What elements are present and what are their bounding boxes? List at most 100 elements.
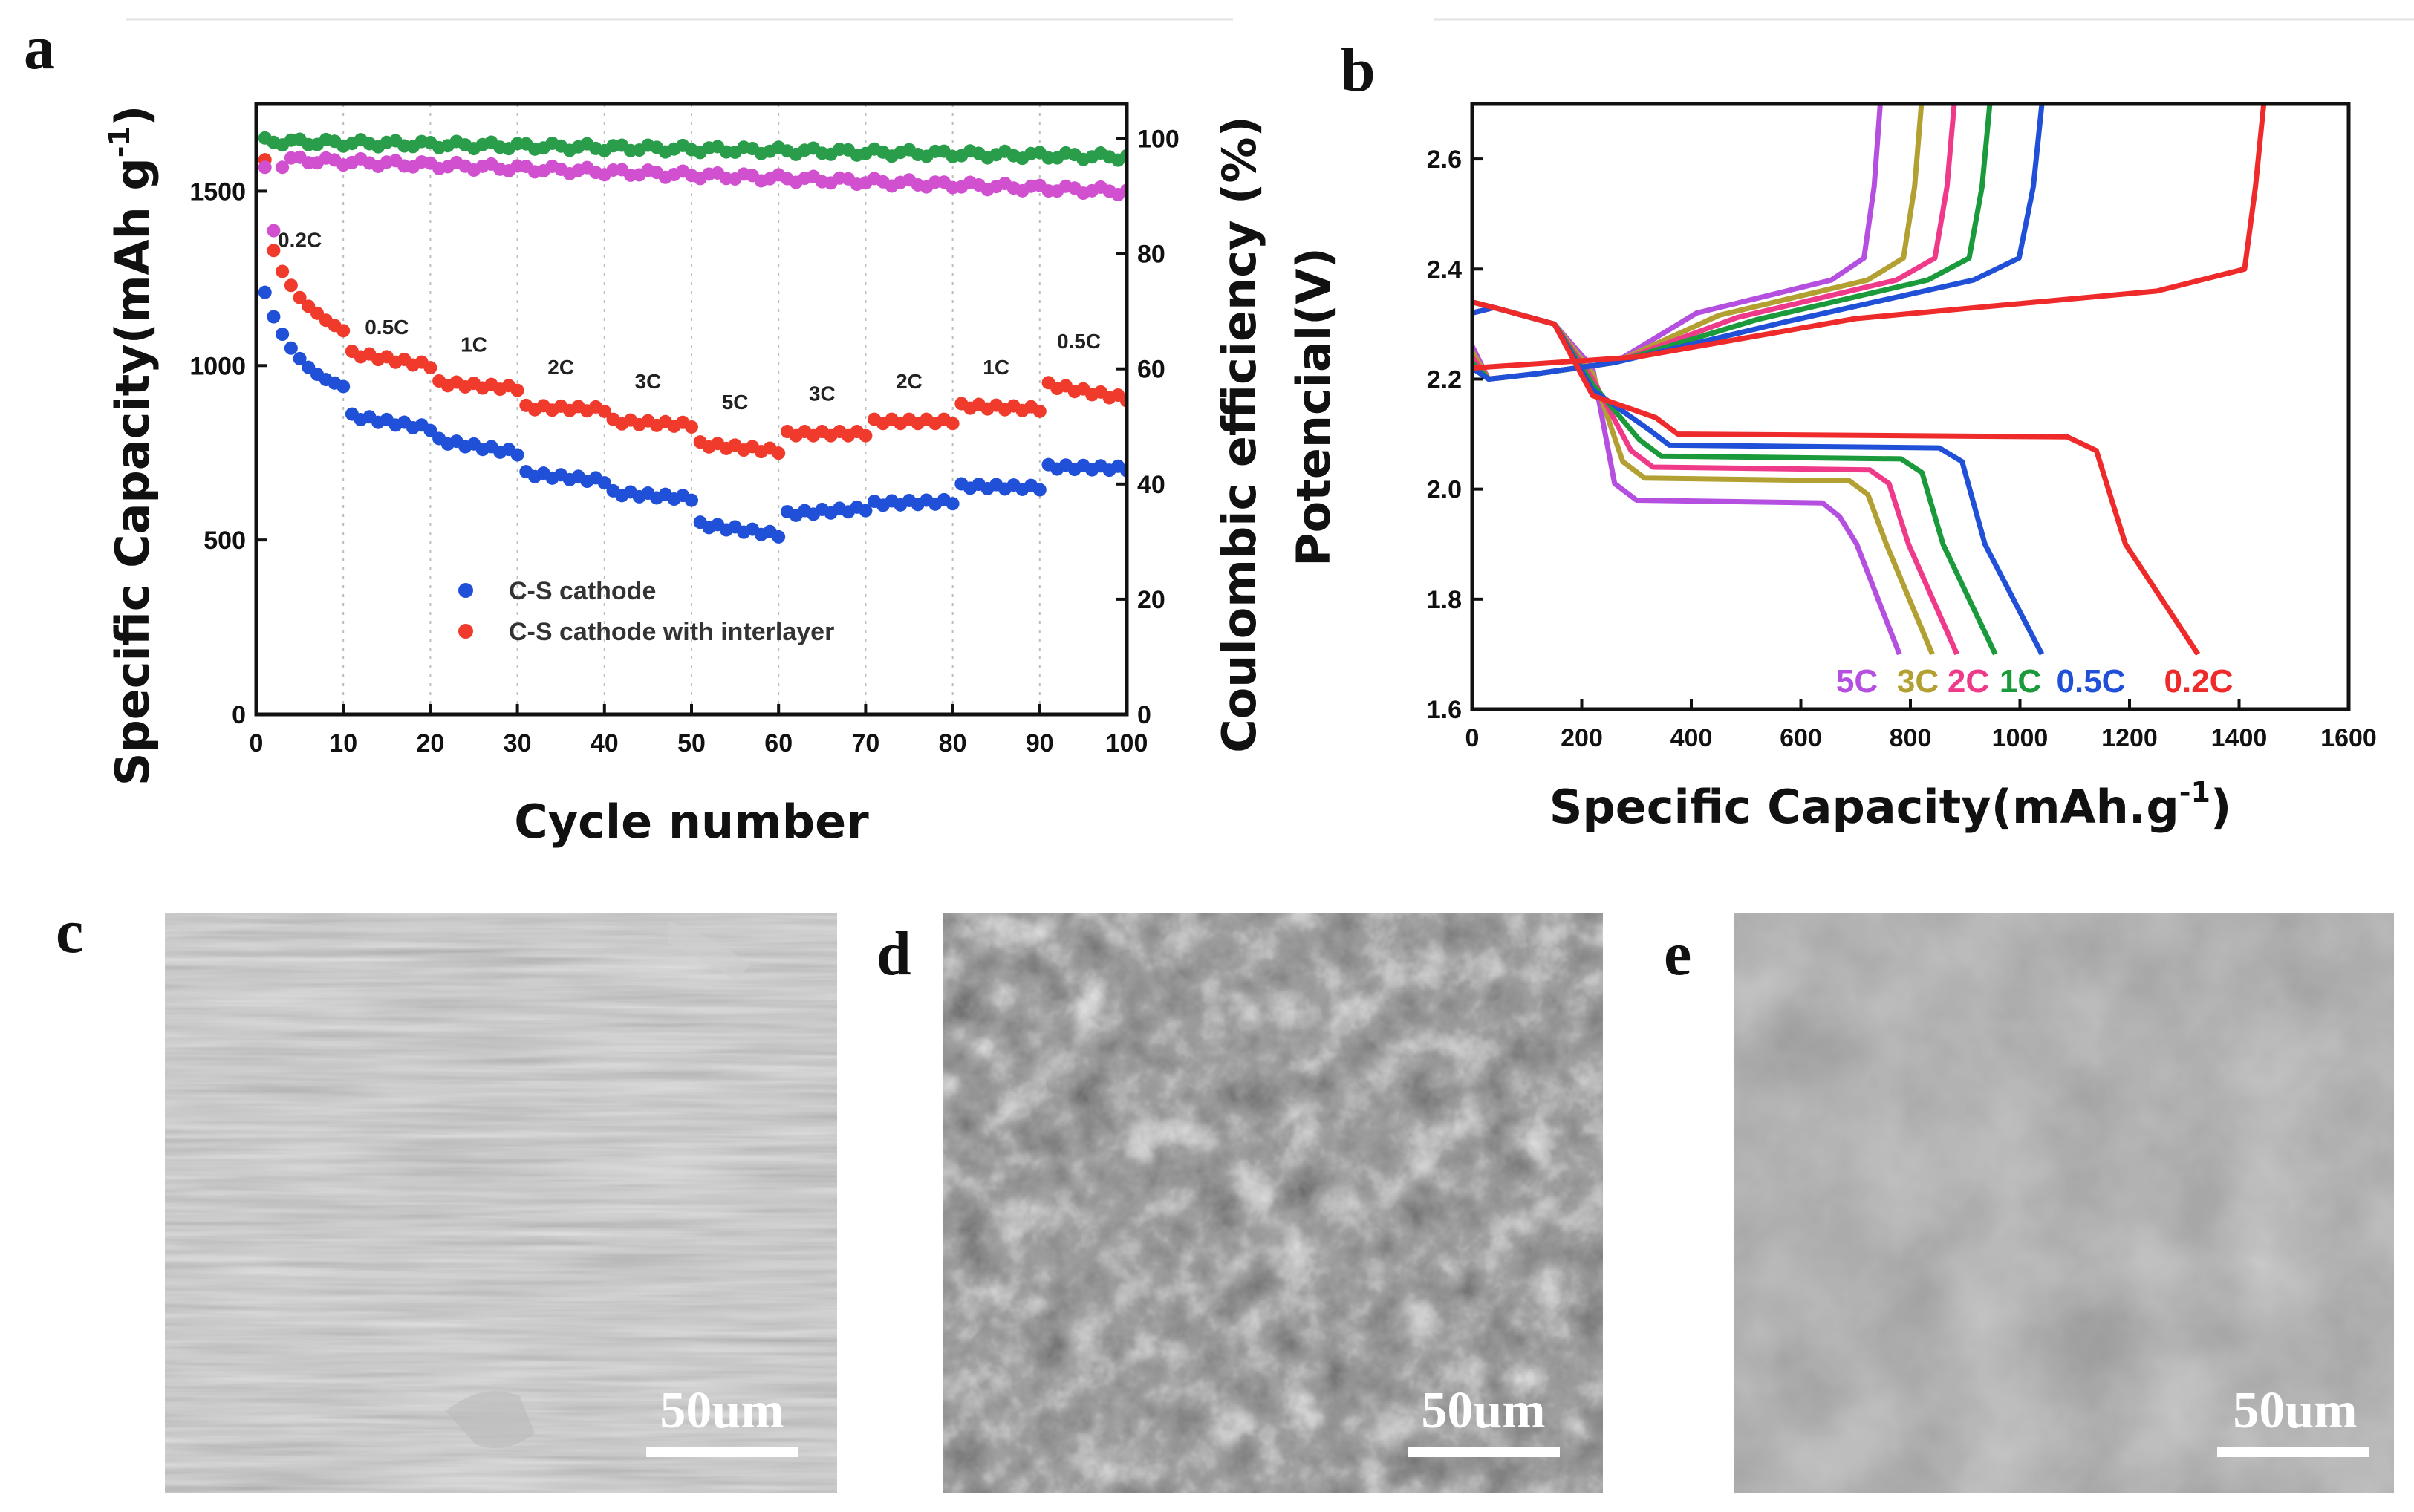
y2-tick-label-60: 60 bbox=[1137, 356, 1165, 384]
rate-label-7: 2C bbox=[896, 370, 923, 393]
y2-tick-label-40: 40 bbox=[1137, 471, 1165, 499]
panel-e-sem-image: e 50um bbox=[1664, 913, 2394, 1493]
point-ce-cs-cycle-1 bbox=[258, 160, 272, 175]
x-tick-label-10: 10 bbox=[329, 729, 357, 757]
panel-b-axes: 0 200 400 600 800 1000 1200 1400 1600 1.6 1.8 2.0 2.… bbox=[1427, 146, 2377, 752]
x-tick-label-70: 70 bbox=[851, 729, 879, 757]
b-y-tick-label-2.2: 2.2 bbox=[1427, 365, 1462, 394]
panel-label-b: b bbox=[1341, 36, 1376, 105]
curve-label-3C: 3C bbox=[1897, 663, 1939, 700]
panel-label-c: c bbox=[56, 897, 83, 966]
charge-curve-0p5C bbox=[1472, 104, 2045, 382]
y-tick-label-500: 500 bbox=[204, 527, 246, 555]
b-y-tick-label-1.6: 1.6 bbox=[1427, 696, 1462, 724]
sem-e-scale-label: 50um bbox=[2233, 1382, 2357, 1439]
charge-curve-0p2C bbox=[1472, 104, 2267, 371]
sem-image-d bbox=[943, 913, 1603, 1493]
point-cs-cycle-10 bbox=[336, 379, 351, 394]
curve-label-0p5C: 0.5C bbox=[2057, 663, 2126, 700]
point-cs-cycle-60 bbox=[772, 529, 786, 544]
point-cs-interlayer-cycle-50 bbox=[685, 420, 698, 434]
b-x-tick-label-1200: 1200 bbox=[2101, 724, 2158, 752]
b-x-tick-label-400: 400 bbox=[1670, 724, 1713, 752]
panel-label-a: a bbox=[24, 13, 55, 82]
panel-a-axes: 0 10 20 30 40 50 60 70 80 90 100050010001500020406… bbox=[189, 126, 1179, 757]
panel-b-x-title-main: Specific Capacity(mAh.g bbox=[1549, 780, 2179, 834]
point-cs-interlayer-cycle-5 bbox=[293, 290, 307, 304]
y-tick-label-1500: 1500 bbox=[189, 177, 246, 206]
b-x-tick-label-800: 800 bbox=[1890, 724, 1932, 752]
x-tick-label-20: 20 bbox=[416, 729, 444, 757]
b-y-tick-label-2: 2.0 bbox=[1427, 476, 1462, 504]
panel-b-x-axis-title: Specific Capacity(mAh.g-1) bbox=[1549, 776, 2232, 834]
point-cs-interlayer-cycle-40 bbox=[597, 404, 611, 418]
x-tick-label-0: 0 bbox=[250, 729, 264, 757]
rate-label-8: 1C bbox=[983, 356, 1009, 379]
point-cs-cycle-70 bbox=[859, 504, 873, 518]
panel-a-y-title-end: ) bbox=[105, 105, 160, 126]
panel-label-e: e bbox=[1664, 919, 1691, 988]
sem-image-e bbox=[1734, 913, 2394, 1493]
point-cs-interlayer-cycle-20 bbox=[423, 361, 437, 375]
panel-b-x-title-end: ) bbox=[2210, 780, 2231, 834]
rate-label-0: 0.2C bbox=[278, 229, 322, 252]
rate-label-6: 3C bbox=[809, 382, 836, 405]
panel-b-y-axis-title: Potencial(V) bbox=[1286, 247, 1341, 567]
panel-label-d: d bbox=[876, 919, 911, 988]
panel-a-rate-performance-chart: a 0 10 20 30 40 50 60 70 80 90 1000500100015000204… bbox=[24, 13, 1266, 849]
legend-label-cs-interlayer: C-S cathode with interlayer bbox=[509, 618, 834, 646]
b-y-tick-label-2.6: 2.6 bbox=[1427, 146, 1462, 174]
y2-tick-label-100: 100 bbox=[1137, 126, 1180, 154]
point-cs-interlayer-cycle-80 bbox=[946, 417, 960, 431]
point-cs-cycle-30 bbox=[510, 448, 524, 462]
legend-marker-cs-interlayer bbox=[458, 624, 473, 639]
panel-d-sem-image: d 50um bbox=[876, 913, 1603, 1493]
b-x-tick-label-1400: 1400 bbox=[2211, 724, 2268, 752]
b-x-tick-label-600: 600 bbox=[1780, 724, 1822, 752]
legend-marker-cs-cathode bbox=[458, 583, 473, 598]
sem-c-feature-top bbox=[668, 921, 750, 980]
point-cs-cycle-1 bbox=[258, 285, 272, 299]
y2-tick-label-20: 20 bbox=[1137, 586, 1165, 614]
point-cs-interlayer-cycle-10 bbox=[336, 324, 351, 338]
x-tick-label-100: 100 bbox=[1106, 729, 1148, 757]
panel-a-y-title-main: Specific Capacity(mAh g bbox=[105, 157, 160, 786]
point-cs-cycle-80 bbox=[946, 497, 960, 511]
rate-label-5: 5C bbox=[722, 391, 749, 414]
point-cs-cycle-90 bbox=[1032, 483, 1047, 497]
y-tick-label-0: 0 bbox=[232, 701, 246, 729]
x-tick-label-90: 90 bbox=[1026, 729, 1054, 757]
point-cs-interlayer-cycle-4 bbox=[284, 278, 298, 293]
rate-label-4: 3C bbox=[635, 370, 662, 393]
sem-c-feature-bottom bbox=[446, 1391, 535, 1448]
x-tick-label-40: 40 bbox=[591, 729, 619, 757]
curve-label-5C: 5C bbox=[1836, 663, 1878, 700]
panel-a-y2-axis-title: Coulombic efficiency (%) bbox=[1212, 116, 1266, 753]
panel-a-data-marks bbox=[258, 131, 1127, 544]
point-cs-cycle-5 bbox=[293, 351, 307, 365]
point-cs-cycle-2 bbox=[267, 310, 281, 324]
point-cs-interlayer-cycle-90 bbox=[1032, 404, 1047, 418]
x-tick-label-60: 60 bbox=[764, 729, 793, 757]
discharge-curve-0p2C bbox=[1472, 299, 2201, 656]
y2-tick-label-80: 80 bbox=[1137, 241, 1165, 269]
point-cs-interlayer-cycle-60 bbox=[772, 446, 786, 460]
point-cs-cycle-3 bbox=[276, 328, 290, 342]
rate-label-2: 1C bbox=[461, 333, 487, 356]
sem-d-scale-label: 50um bbox=[1421, 1382, 1545, 1439]
panel-b-curve-labels: 5C 3C 2C 1C 0.5C 0.2C bbox=[1836, 663, 2234, 700]
panel-b-voltage-profile-chart: b 0 200 400 600 800 1000 1200 1400 1600 1.6 1.8 2.0… bbox=[1286, 36, 2377, 834]
discharge-curve-3C bbox=[1472, 299, 1935, 656]
point-cs-interlayer-cycle-2 bbox=[267, 244, 281, 258]
panel-a-y-axis-title: Specific Capacity(mAh g-1) bbox=[103, 105, 160, 786]
b-x-tick-label-0: 0 bbox=[1465, 724, 1480, 752]
b-y-tick-label-2.4: 2.4 bbox=[1427, 255, 1462, 284]
b-y-tick-label-1.8: 1.8 bbox=[1427, 586, 1462, 614]
point-ce-cs-cycle-3 bbox=[276, 160, 290, 175]
panel-c-sem-image: c 50um bbox=[56, 897, 837, 1493]
b-x-tick-label-200: 200 bbox=[1561, 724, 1603, 752]
curve-label-0p2C: 0.2C bbox=[2164, 663, 2234, 700]
point-cs-interlayer-cycle-30 bbox=[510, 383, 524, 397]
panel-a-rate-labels: 0.2C 0.5C 1C 2C 3C 5C 3C 2C 1C 0.5C bbox=[278, 229, 1101, 414]
x-tick-label-80: 80 bbox=[939, 729, 967, 757]
